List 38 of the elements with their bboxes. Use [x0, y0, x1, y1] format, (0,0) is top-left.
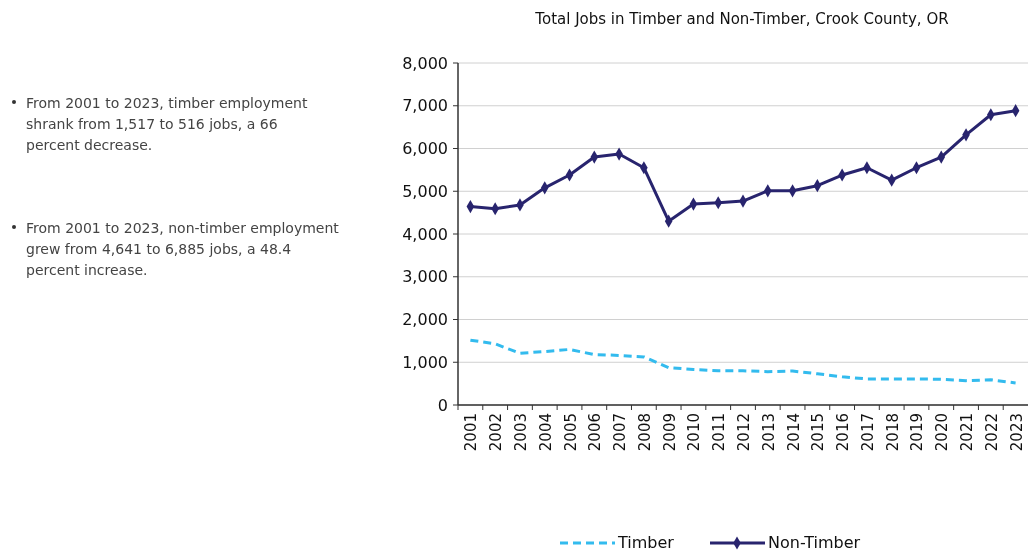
x-tick-label: 2019	[908, 413, 927, 452]
x-tick-label: 2002	[487, 413, 506, 452]
y-tick-label: 2,000	[402, 310, 448, 330]
chart-title: Total Jobs in Timber and Non-Timber, Crook County, OR	[534, 10, 949, 28]
y-tick-label: 1,000	[402, 352, 448, 372]
x-tick-label: 2020	[933, 413, 952, 452]
x-tick-label: 2009	[660, 413, 679, 452]
y-tick-label: 6,000	[402, 139, 448, 159]
y-tick-label: 7,000	[402, 96, 448, 116]
legend-label: Non-Timber	[768, 533, 861, 552]
x-tick-label: 2014	[784, 413, 803, 452]
x-tick-label: 2011	[710, 413, 729, 452]
y-tick-label: 4,000	[402, 224, 448, 244]
x-tick-label: 2003	[511, 413, 530, 452]
y-tick-label: 5,000	[402, 181, 448, 201]
x-tick-label: 2001	[462, 413, 481, 452]
text: From 2001 to 2023, non-timber employment grew from 4,641 to 6,885 jobs, a 48.4 percent increase.	[26, 220, 340, 278]
text: From 2001 to 2023, timber employment shrank from 1,517 to 516 jobs, a 66 percent decrease.	[26, 95, 308, 153]
x-tick-label: 2022	[982, 413, 1001, 452]
x-tick-label: 2004	[536, 413, 555, 452]
x-tick-label: 2018	[883, 413, 902, 452]
x-tick-label: 2016	[834, 413, 853, 452]
y-tick-label: 8,000	[402, 53, 448, 73]
x-tick-label: 2023	[1007, 413, 1026, 452]
x-tick-label: 2013	[759, 413, 778, 452]
x-tick-label: 2007	[611, 413, 630, 452]
x-tick-label: 2017	[858, 413, 877, 452]
line-series	[468, 338, 1018, 385]
x-tick-label: 2005	[561, 413, 580, 452]
x-tick-label: 2012	[735, 413, 753, 452]
y-tick-label: 3,000	[402, 267, 448, 287]
x-tick-label: 2010	[685, 413, 704, 452]
y-tick-label: 0	[437, 395, 448, 415]
x-tick-label: 2021	[958, 413, 977, 452]
legend-label: Timber	[617, 533, 675, 552]
x-tick-label: 2008	[635, 413, 654, 452]
x-tick-label: 2015	[809, 413, 828, 452]
x-tick-label: 2006	[586, 413, 605, 452]
